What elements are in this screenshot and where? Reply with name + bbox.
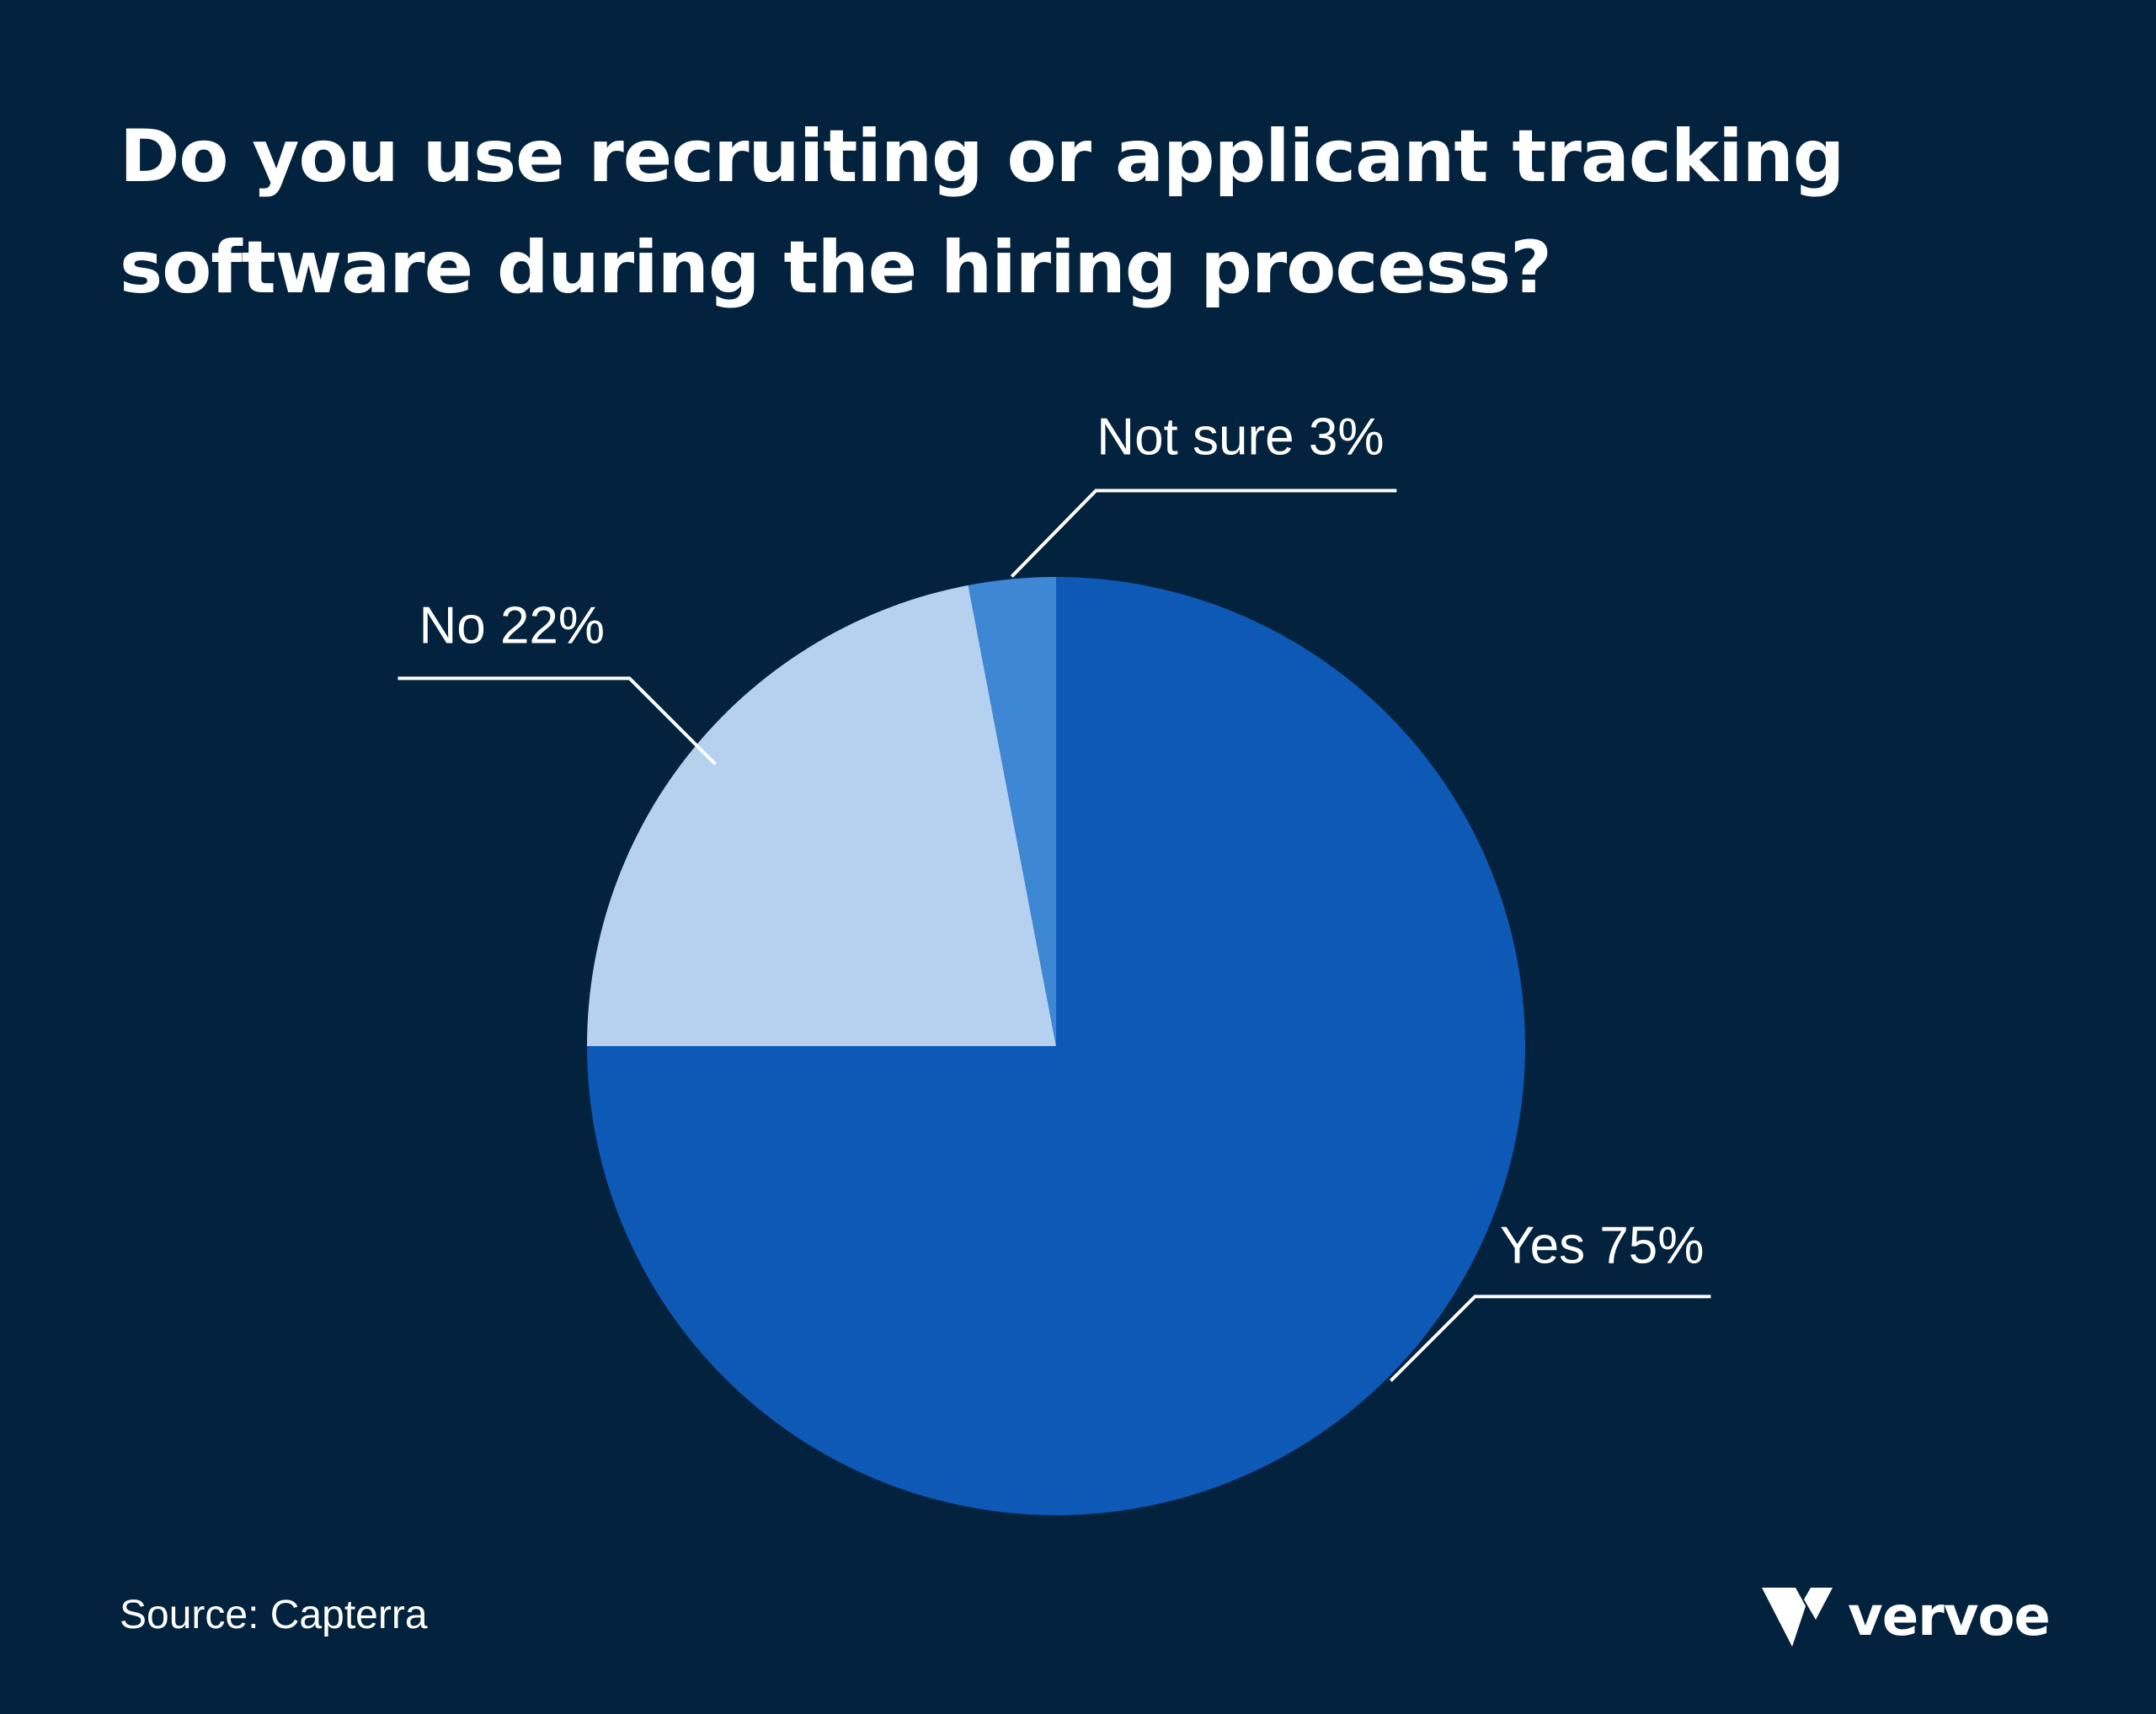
chart-title: Do you use recruiting or applicant track… <box>120 101 2057 323</box>
slice-label-no: No 22% <box>419 596 605 654</box>
pie-slice-no <box>587 585 1056 1046</box>
vervoe-v-logo-icon <box>1762 1588 1833 1647</box>
brand-name: vervoe <box>1848 1586 2051 1648</box>
slice-label-not-sure: Not sure 3% <box>1097 408 1384 466</box>
brand-logo: vervoe <box>1762 1583 2051 1651</box>
chart-title-line-1: Do you use recruiting or applicant track… <box>120 115 1844 199</box>
leader-line-no <box>398 676 717 766</box>
slice-label-yes: Yes 75% <box>1500 1216 1704 1274</box>
chart-title-line-2: software during the hiring process? <box>120 226 1552 310</box>
leader-line-not-sure <box>1010 489 1397 578</box>
pie-slice-not-sure <box>968 577 1056 1046</box>
leader-line-yes <box>1389 1295 1711 1382</box>
source-note: Source: Capterra <box>120 1593 428 1637</box>
